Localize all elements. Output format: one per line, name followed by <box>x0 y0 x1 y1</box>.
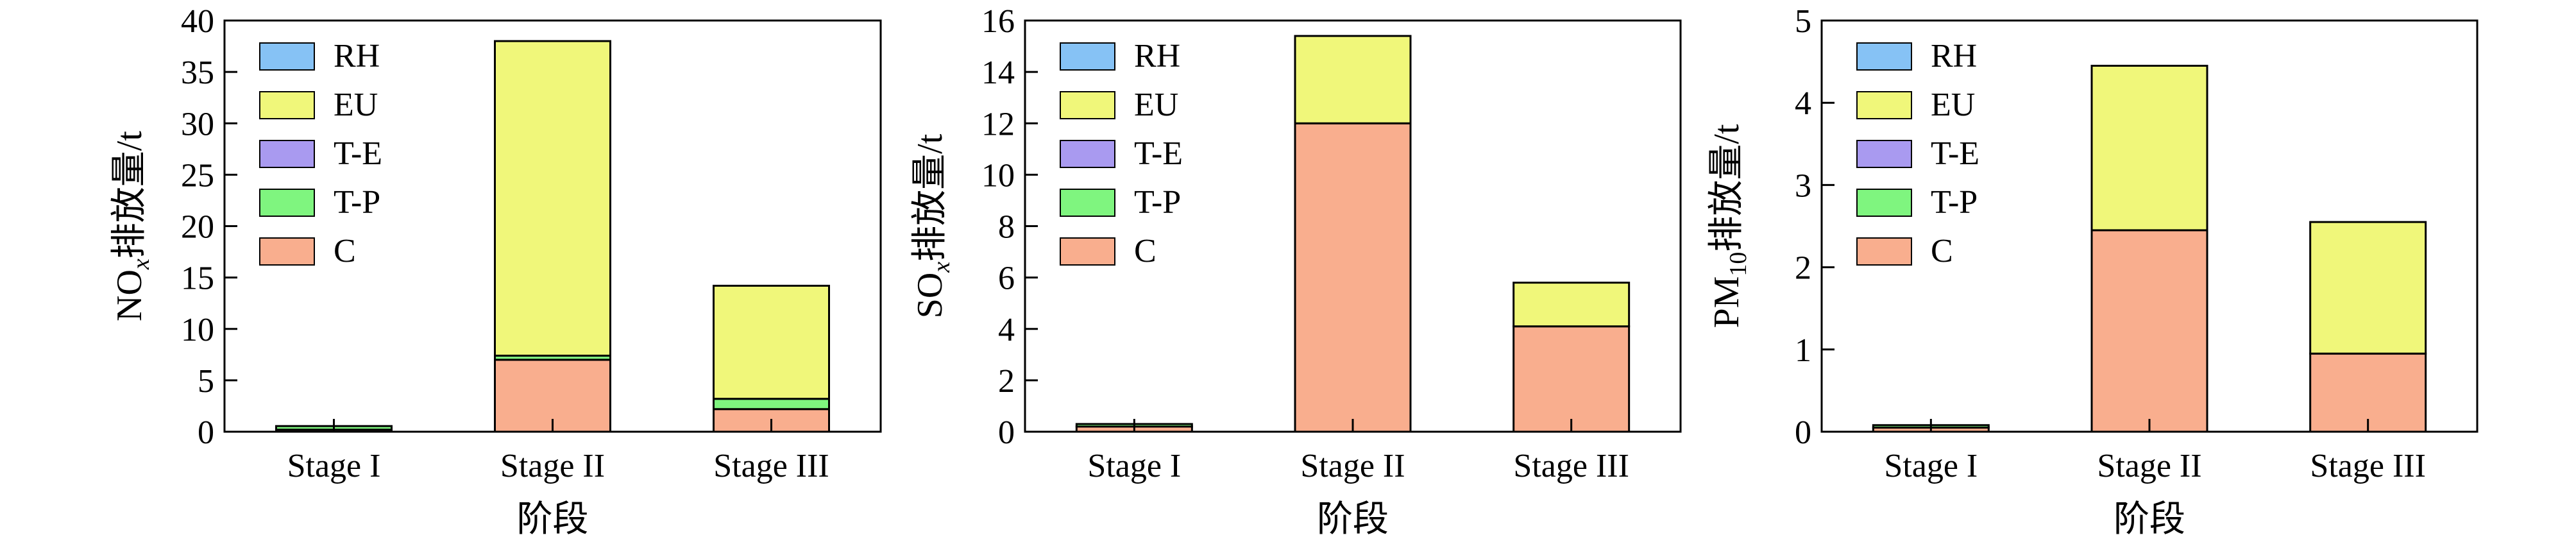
legend-label-c: C <box>1134 233 1157 269</box>
y-tick-label: 10 <box>181 312 214 348</box>
y-tick-label: 40 <box>181 3 214 40</box>
y-tick-label: 0 <box>998 414 1015 451</box>
legend-label-rh: RH <box>334 38 380 74</box>
legend-label-c: C <box>334 233 356 269</box>
legend-label-t-p: T-P <box>1931 184 1978 221</box>
legend-label-t-e: T-E <box>1931 135 1979 172</box>
legend-label-rh: RH <box>1134 38 1180 74</box>
x-axis-title: 阶段 <box>1317 500 1389 535</box>
y-tick-label: 4 <box>1795 85 1811 122</box>
legend-swatch-eu <box>259 91 315 119</box>
legend-label-eu: EU <box>334 87 378 123</box>
x-tick-label: Stage I <box>1087 448 1181 484</box>
y-tick-label: 15 <box>181 260 214 297</box>
legend-swatch-t-p <box>1856 189 1912 217</box>
legend-label-t-p: T-P <box>1134 184 1181 221</box>
y-tick-label: 25 <box>181 157 214 194</box>
y-axis: 0 5 10 15 20 25 30 35 40 <box>181 3 237 451</box>
legend-swatch-c <box>1856 237 1912 266</box>
bar-segment-eu-2 <box>2090 65 2208 232</box>
y-tick-label: 16 <box>981 3 1015 40</box>
y-axis: 0 1 2 3 4 5 <box>1795 3 1835 451</box>
legend-swatch-rh <box>1856 42 1912 71</box>
legend-label-t-e: T-E <box>1134 135 1183 172</box>
x-tick-label: Stage II <box>500 448 605 484</box>
bars <box>1872 65 2427 433</box>
y-tick-label: 0 <box>1795 414 1811 451</box>
legend-swatch-rh <box>1060 42 1115 71</box>
legend-label-t-p: T-P <box>334 184 380 221</box>
bars <box>1075 35 1631 433</box>
x-tick-label: Stage III <box>2310 448 2425 484</box>
legend-swatch-t-p <box>1060 189 1115 217</box>
y-tick-label: 3 <box>1795 167 1811 204</box>
x-axis: Stage I Stage II Stage III <box>1884 419 2426 484</box>
bar-segment-eu-2 <box>494 40 611 357</box>
x-axis-title: 阶段 <box>517 500 589 535</box>
x-tick-label: Stage III <box>1513 448 1629 484</box>
bar-segment-eu-3 <box>2309 221 2427 355</box>
legend-label-eu: EU <box>1931 87 1975 123</box>
y-tick-label: 5 <box>1795 3 1811 40</box>
y-tick-label: 0 <box>198 414 214 451</box>
x-tick-label: Stage III <box>713 448 829 484</box>
bar-segment-t-p-3 <box>713 398 830 411</box>
y-tick-label: 6 <box>998 260 1015 297</box>
bar-segment-eu-3 <box>713 284 830 400</box>
y-tick-label: 35 <box>181 55 214 91</box>
legend-swatch-eu <box>1856 91 1912 119</box>
legend-label-eu: EU <box>1134 87 1178 123</box>
y-tick-label: 8 <box>998 209 1015 246</box>
y-tick-label: 5 <box>198 363 214 400</box>
legend-label-rh: RH <box>1931 38 1977 74</box>
legend-swatch-rh <box>259 42 315 71</box>
legend-label-t-e: T-E <box>334 135 382 172</box>
y-tick-label: 12 <box>981 106 1015 142</box>
y-tick-label: 2 <box>1795 250 1811 287</box>
y-axis-title: NOx排放量/t <box>110 131 155 321</box>
bar-segment-eu-2 <box>1294 35 1412 124</box>
y-axis: 0 2 4 6 8 10 12 14 16 <box>981 3 1038 451</box>
y-tick-label: 1 <box>1795 332 1811 369</box>
chart-panel-1: 0 5 10 15 20 25 30 35 40 Stage I Stage II Stage III… <box>110 3 882 535</box>
x-tick-label: Stage II <box>1300 448 1405 484</box>
legend-swatch-t-e <box>1856 140 1912 168</box>
y-tick-label: 2 <box>998 363 1015 400</box>
bar-segment-c-3 <box>1513 325 1631 433</box>
legend: RH EU T-E T-P C <box>1856 38 1979 269</box>
y-axis-title: SOx排放量/t <box>910 133 955 318</box>
legend-swatch-t-e <box>259 140 315 168</box>
bar-segment-c-2 <box>2090 229 2208 433</box>
x-tick-label: Stage I <box>1884 448 1978 484</box>
legend-swatch-eu <box>1060 91 1115 119</box>
x-axis-title: 阶段 <box>2114 500 2185 535</box>
bar-segment-c-3 <box>2309 352 2427 433</box>
legend-swatch-t-e <box>1060 140 1115 168</box>
legend-swatch-t-p <box>259 189 315 217</box>
legend-label-c: C <box>1931 233 1953 269</box>
bar-segment-eu-3 <box>1513 282 1631 328</box>
legend: RH EU T-E T-P C <box>1060 38 1183 269</box>
x-tick-label: Stage II <box>2097 448 2201 484</box>
bar-segment-c-2 <box>1294 122 1412 433</box>
y-axis-title: PM10排放量/t <box>1707 124 1752 328</box>
x-axis: Stage I Stage II Stage III <box>1087 419 1629 484</box>
legend: RH EU T-E T-P C <box>259 38 382 269</box>
legend-swatch-c <box>259 237 315 266</box>
x-axis: Stage I Stage II Stage III <box>287 419 829 484</box>
x-tick-label: Stage I <box>287 448 381 484</box>
chart-panel-3: 0 1 2 3 4 5 Stage I Stage II Stage III 阶段 PM10排放量/… <box>1707 3 2479 535</box>
y-tick-label: 30 <box>181 106 214 142</box>
chart-panel-2: 0 2 4 6 8 10 12 14 16 Stage I Stage II Stage III 阶段 S… <box>910 3 1682 535</box>
y-tick-label: 20 <box>181 209 214 246</box>
y-tick-label: 14 <box>981 55 1015 91</box>
legend-swatch-c <box>1060 237 1115 266</box>
y-tick-label: 10 <box>981 157 1015 194</box>
y-tick-label: 4 <box>998 312 1015 348</box>
